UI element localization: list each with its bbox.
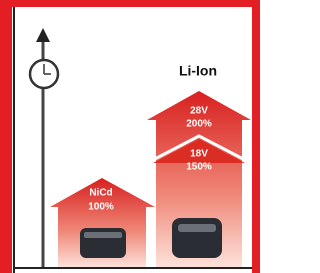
battery-detail: [84, 232, 122, 238]
house-label: NiCd: [89, 188, 112, 199]
infographic: NiCd 100% Li-Ion 28V 200% 18V 150%: [0, 0, 260, 273]
battery-detail: [178, 224, 216, 232]
title: Li-Ion: [179, 63, 217, 79]
house-value: 100%: [88, 202, 114, 213]
house-value: 150%: [186, 162, 212, 173]
house-value: 200%: [186, 119, 212, 130]
house-label: 28V: [190, 106, 208, 117]
house-label: 18V: [190, 149, 208, 160]
